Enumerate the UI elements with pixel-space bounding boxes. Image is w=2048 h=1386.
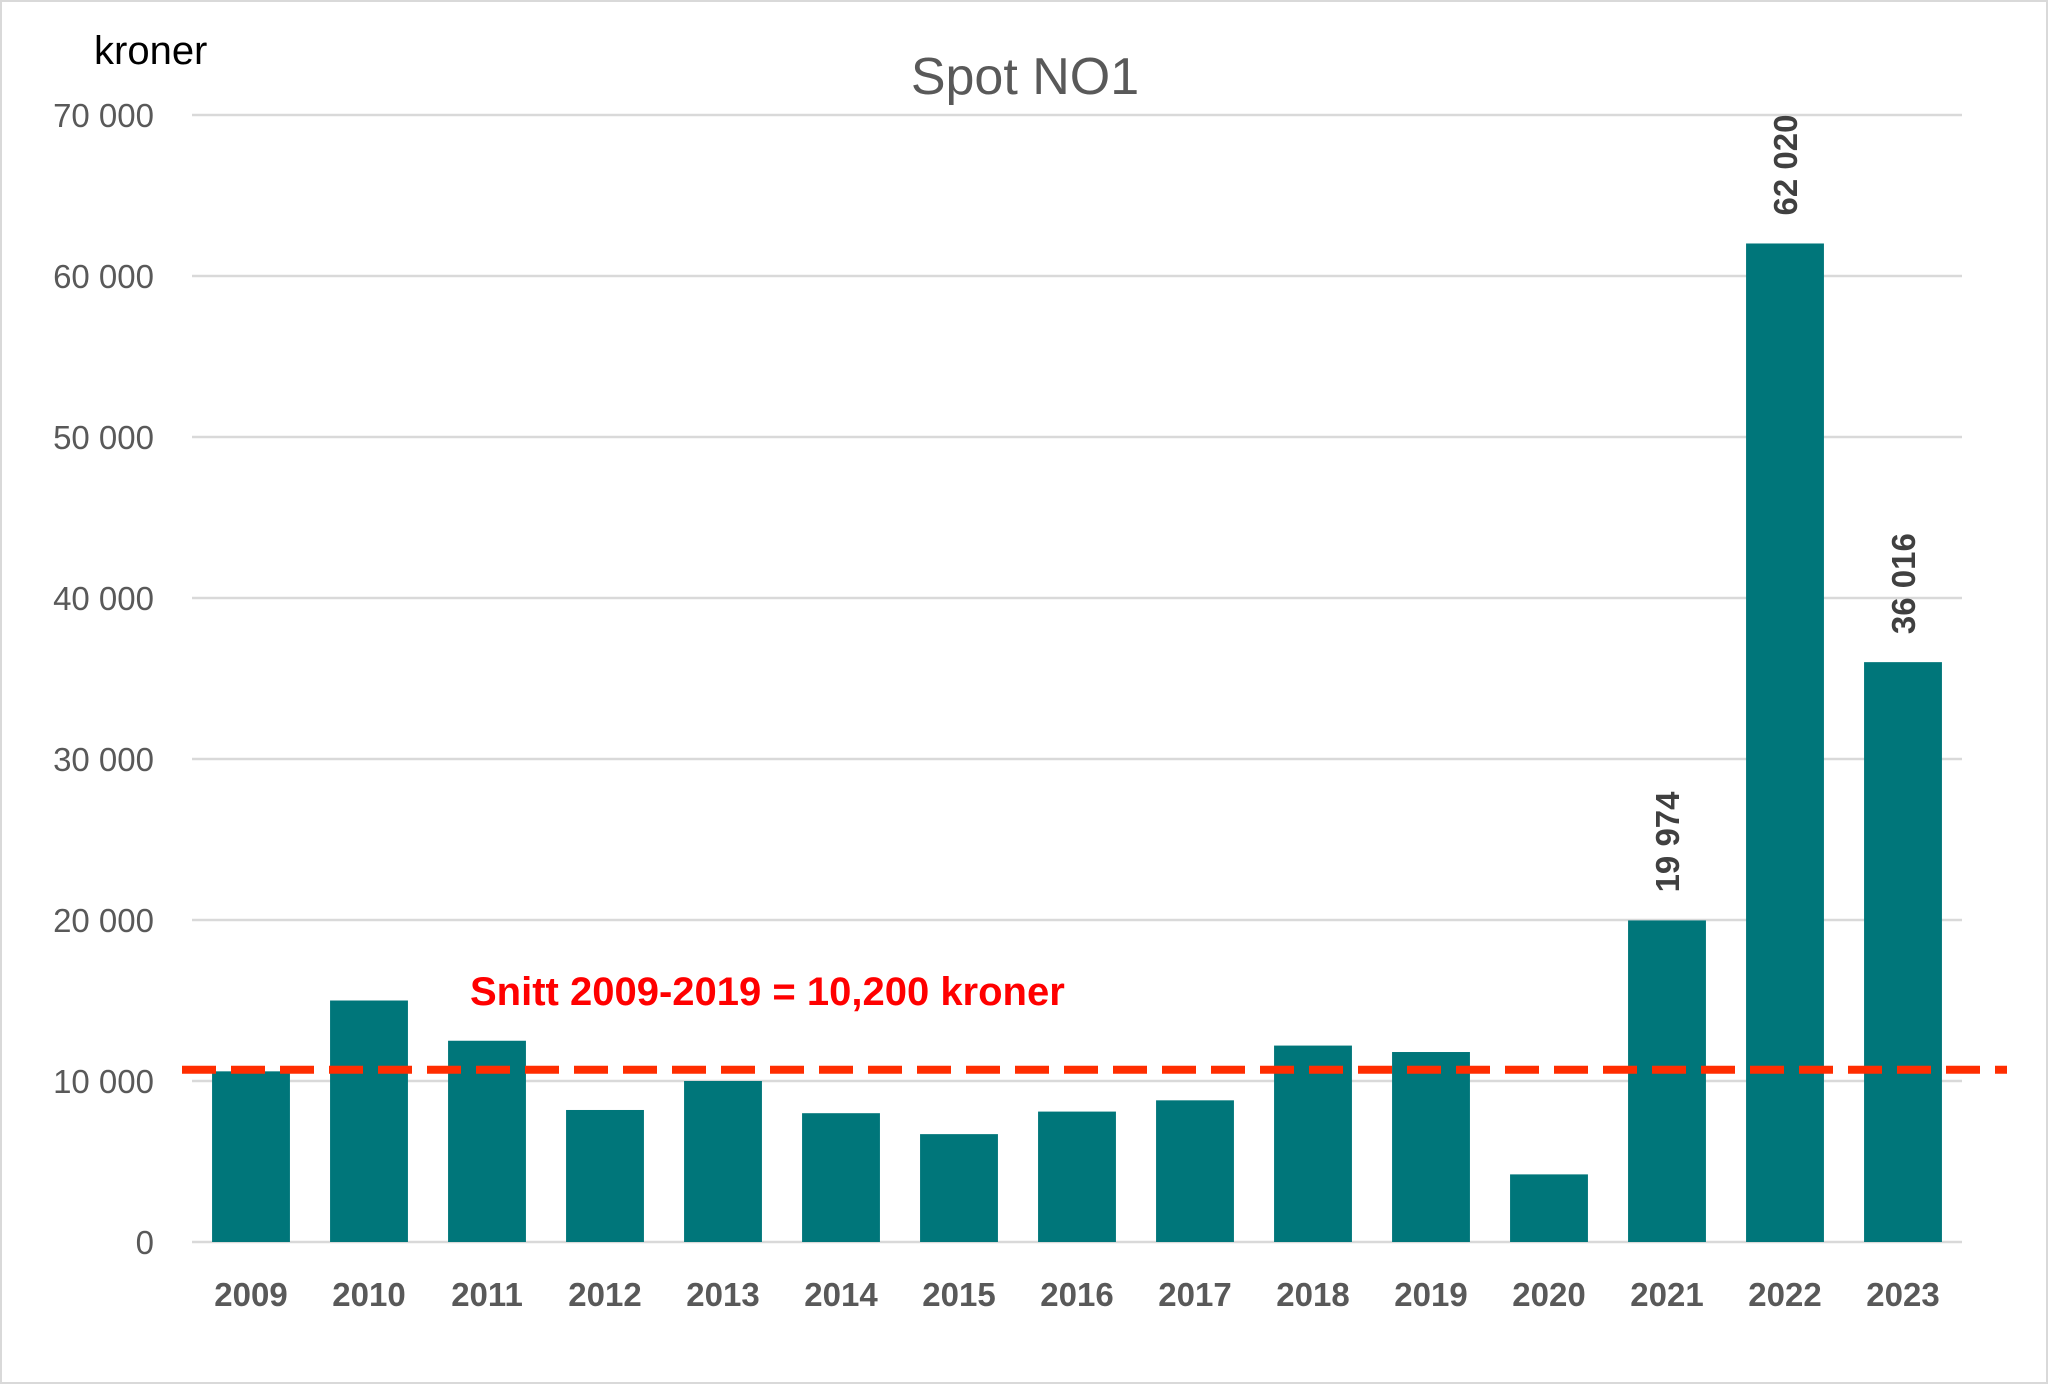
bar bbox=[1864, 662, 1942, 1242]
bar bbox=[802, 1113, 880, 1242]
y-tick-label: 20 000 bbox=[53, 902, 154, 939]
x-tick-label: 2010 bbox=[332, 1276, 405, 1313]
y-tick-label: 30 000 bbox=[53, 741, 154, 778]
bar bbox=[1274, 1045, 1352, 1242]
x-tick-label: 2018 bbox=[1276, 1276, 1349, 1313]
data-label: 62 020 bbox=[1767, 115, 1804, 216]
y-tick-label: 0 bbox=[136, 1224, 154, 1261]
bar bbox=[1392, 1052, 1470, 1242]
bar bbox=[212, 1071, 290, 1242]
x-tick-label: 2023 bbox=[1866, 1276, 1939, 1313]
y-tick-label: 50 000 bbox=[53, 419, 154, 456]
bar bbox=[684, 1081, 762, 1242]
data-labels: 19 974 62 020 36 016 bbox=[1649, 115, 1922, 893]
y-axis-unit-label: kroner bbox=[94, 29, 207, 73]
y-tick-label: 40 000 bbox=[53, 580, 154, 617]
x-tick-label: 2020 bbox=[1512, 1276, 1585, 1313]
x-tick-label: 2016 bbox=[1040, 1276, 1113, 1313]
bars bbox=[212, 243, 1942, 1242]
x-tick-label: 2019 bbox=[1394, 1276, 1467, 1313]
bar bbox=[330, 1000, 408, 1242]
bar bbox=[1628, 920, 1706, 1242]
x-tick-label: 2017 bbox=[1158, 1276, 1231, 1313]
bar bbox=[1510, 1174, 1588, 1242]
bar bbox=[1156, 1100, 1234, 1242]
average-reference-label: Snitt 2009-2019 = 10,200 kroner bbox=[470, 970, 1065, 1014]
data-label: 19 974 bbox=[1649, 791, 1686, 893]
y-tick-label: 60 000 bbox=[53, 258, 154, 295]
x-axis-ticks: 2009 2010 2011 2012 2013 2014 2015 2016 2017 2018… bbox=[214, 1276, 1939, 1313]
y-tick-label: 10 000 bbox=[53, 1063, 154, 1100]
x-tick-label: 2009 bbox=[214, 1276, 287, 1313]
x-tick-label: 2014 bbox=[804, 1276, 878, 1313]
x-tick-label: 2021 bbox=[1630, 1276, 1703, 1313]
bar bbox=[1746, 243, 1824, 1242]
bar bbox=[448, 1040, 526, 1242]
bar bbox=[566, 1109, 644, 1242]
bar bbox=[920, 1134, 998, 1242]
y-axis-ticks: 0 10 000 20 000 30 000 40 000 50 000 60 000 70 … bbox=[53, 97, 154, 1261]
x-tick-label: 2015 bbox=[922, 1276, 995, 1313]
data-label: 36 016 bbox=[1885, 533, 1922, 634]
bar bbox=[1038, 1111, 1116, 1242]
x-tick-label: 2022 bbox=[1748, 1276, 1821, 1313]
x-tick-label: 2013 bbox=[686, 1276, 759, 1313]
x-tick-label: 2011 bbox=[451, 1276, 523, 1313]
chart-title: Spot NO1 bbox=[911, 48, 1139, 106]
y-tick-label: 70 000 bbox=[53, 97, 154, 134]
x-tick-label: 2012 bbox=[568, 1276, 641, 1313]
